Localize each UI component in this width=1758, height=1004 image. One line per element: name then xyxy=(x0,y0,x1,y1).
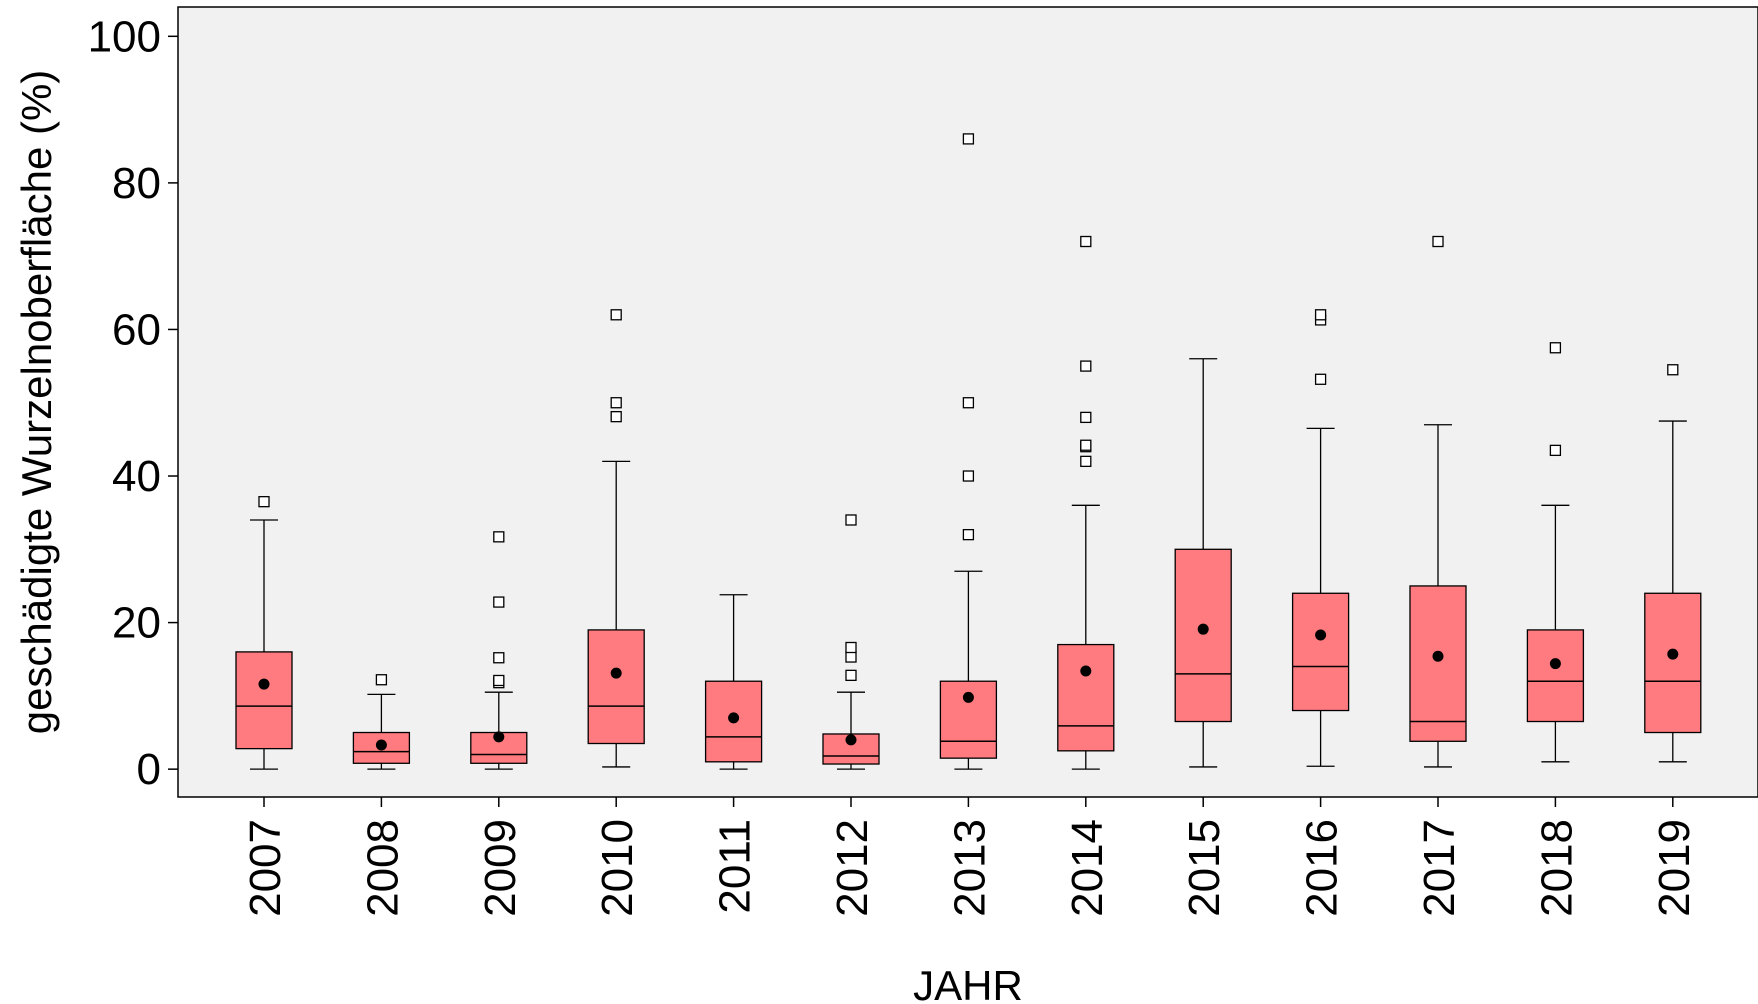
mean-point xyxy=(1080,665,1092,677)
box-iqr xyxy=(1291,592,1350,712)
mean-point xyxy=(1667,648,1679,660)
box-2012 xyxy=(822,514,880,770)
box-2019 xyxy=(1644,364,1702,763)
outlier-point xyxy=(962,528,975,541)
x-tick-label: 2011 xyxy=(711,819,760,914)
mean-point xyxy=(845,734,857,746)
box-iqr xyxy=(822,733,880,765)
outlier-point xyxy=(845,514,857,526)
x-axis: 2007 2008 2009 2010 2011 2012 2013 2014 2015 2016… xyxy=(241,797,1699,917)
box-iqr xyxy=(1409,585,1467,742)
outlier-point xyxy=(1080,411,1092,424)
x-tick-label: 2013 xyxy=(945,819,994,917)
y-tick-label: 100 xyxy=(88,12,161,61)
outlier-point xyxy=(610,309,622,321)
box-2008 xyxy=(352,674,411,770)
outlier-point xyxy=(1080,439,1092,451)
outlier-point xyxy=(493,596,505,608)
x-tick-label: 2019 xyxy=(1650,819,1699,917)
box-2014 xyxy=(1057,235,1115,770)
box-iqr xyxy=(587,629,645,745)
x-tick-label: 2010 xyxy=(593,819,642,917)
box-series xyxy=(235,133,1702,770)
x-axis-title: JAHR xyxy=(913,962,1023,1004)
outlier-point xyxy=(493,674,505,687)
outlier-point xyxy=(1432,235,1444,248)
outlier-point xyxy=(375,674,388,686)
mean-point xyxy=(610,667,622,679)
mean-point xyxy=(1197,623,1209,635)
outlier-point xyxy=(493,652,505,664)
x-tick-label: 2017 xyxy=(1415,819,1464,917)
x-tick-label: 2012 xyxy=(828,819,877,917)
y-axis-title: geschädigte Wurzelnoberfläche (%) xyxy=(13,70,60,735)
outlier-point xyxy=(1080,360,1092,372)
x-tick-label: 2016 xyxy=(1298,819,1347,917)
mean-point xyxy=(493,731,505,743)
outlier-point xyxy=(1549,444,1562,457)
box-2010 xyxy=(587,309,645,768)
outlier-point xyxy=(845,669,857,681)
box-2017 xyxy=(1409,235,1467,768)
y-tick-label: 80 xyxy=(112,159,161,208)
outlier-point xyxy=(1080,455,1092,468)
outlier-point xyxy=(1549,342,1562,354)
box-iqr xyxy=(1174,548,1232,723)
outlier-point xyxy=(258,496,270,508)
outlier-point xyxy=(962,397,975,409)
mean-point xyxy=(258,678,270,690)
outlier-point xyxy=(1667,364,1679,376)
box-2007 xyxy=(235,496,293,770)
box-2013 xyxy=(939,133,998,770)
outlier-point xyxy=(1314,373,1327,385)
mean-point xyxy=(728,712,740,724)
x-tick-label: 2007 xyxy=(241,819,290,917)
mean-point xyxy=(962,691,974,703)
outlier-point xyxy=(1080,235,1092,248)
x-tick-label: 2008 xyxy=(358,819,407,917)
mean-point xyxy=(375,739,387,751)
box-iqr xyxy=(1526,629,1585,723)
box-iqr xyxy=(1644,592,1702,734)
box-2009 xyxy=(470,531,528,770)
box-2016 xyxy=(1291,309,1350,767)
x-tick-label: 2015 xyxy=(1180,819,1229,917)
x-tick-label: 2014 xyxy=(1063,819,1112,917)
y-tick-label: 0 xyxy=(137,745,161,794)
outlier-point xyxy=(845,641,857,654)
x-tick-label: 2018 xyxy=(1532,819,1581,917)
y-axis: 0 20 40 60 80 100 xyxy=(88,12,178,794)
outlier-point xyxy=(610,411,622,423)
box-iqr xyxy=(1057,643,1115,752)
outlier-point xyxy=(493,531,505,543)
y-tick-label: 20 xyxy=(112,599,161,648)
mean-point xyxy=(1315,629,1327,641)
outlier-point xyxy=(845,651,857,663)
y-tick-label: 40 xyxy=(112,452,161,501)
outlier-point xyxy=(962,470,975,482)
outlier-point xyxy=(1314,309,1327,321)
outlier-point xyxy=(610,397,622,409)
box-2018 xyxy=(1526,342,1585,763)
box-2011 xyxy=(704,594,763,770)
y-tick-label: 60 xyxy=(112,305,161,354)
mean-point xyxy=(1549,658,1561,670)
outlier-point xyxy=(962,133,975,145)
x-tick-label: 2009 xyxy=(476,819,525,917)
box-2015 xyxy=(1174,358,1232,768)
mean-point xyxy=(1432,650,1444,662)
box-iqr xyxy=(235,651,293,750)
